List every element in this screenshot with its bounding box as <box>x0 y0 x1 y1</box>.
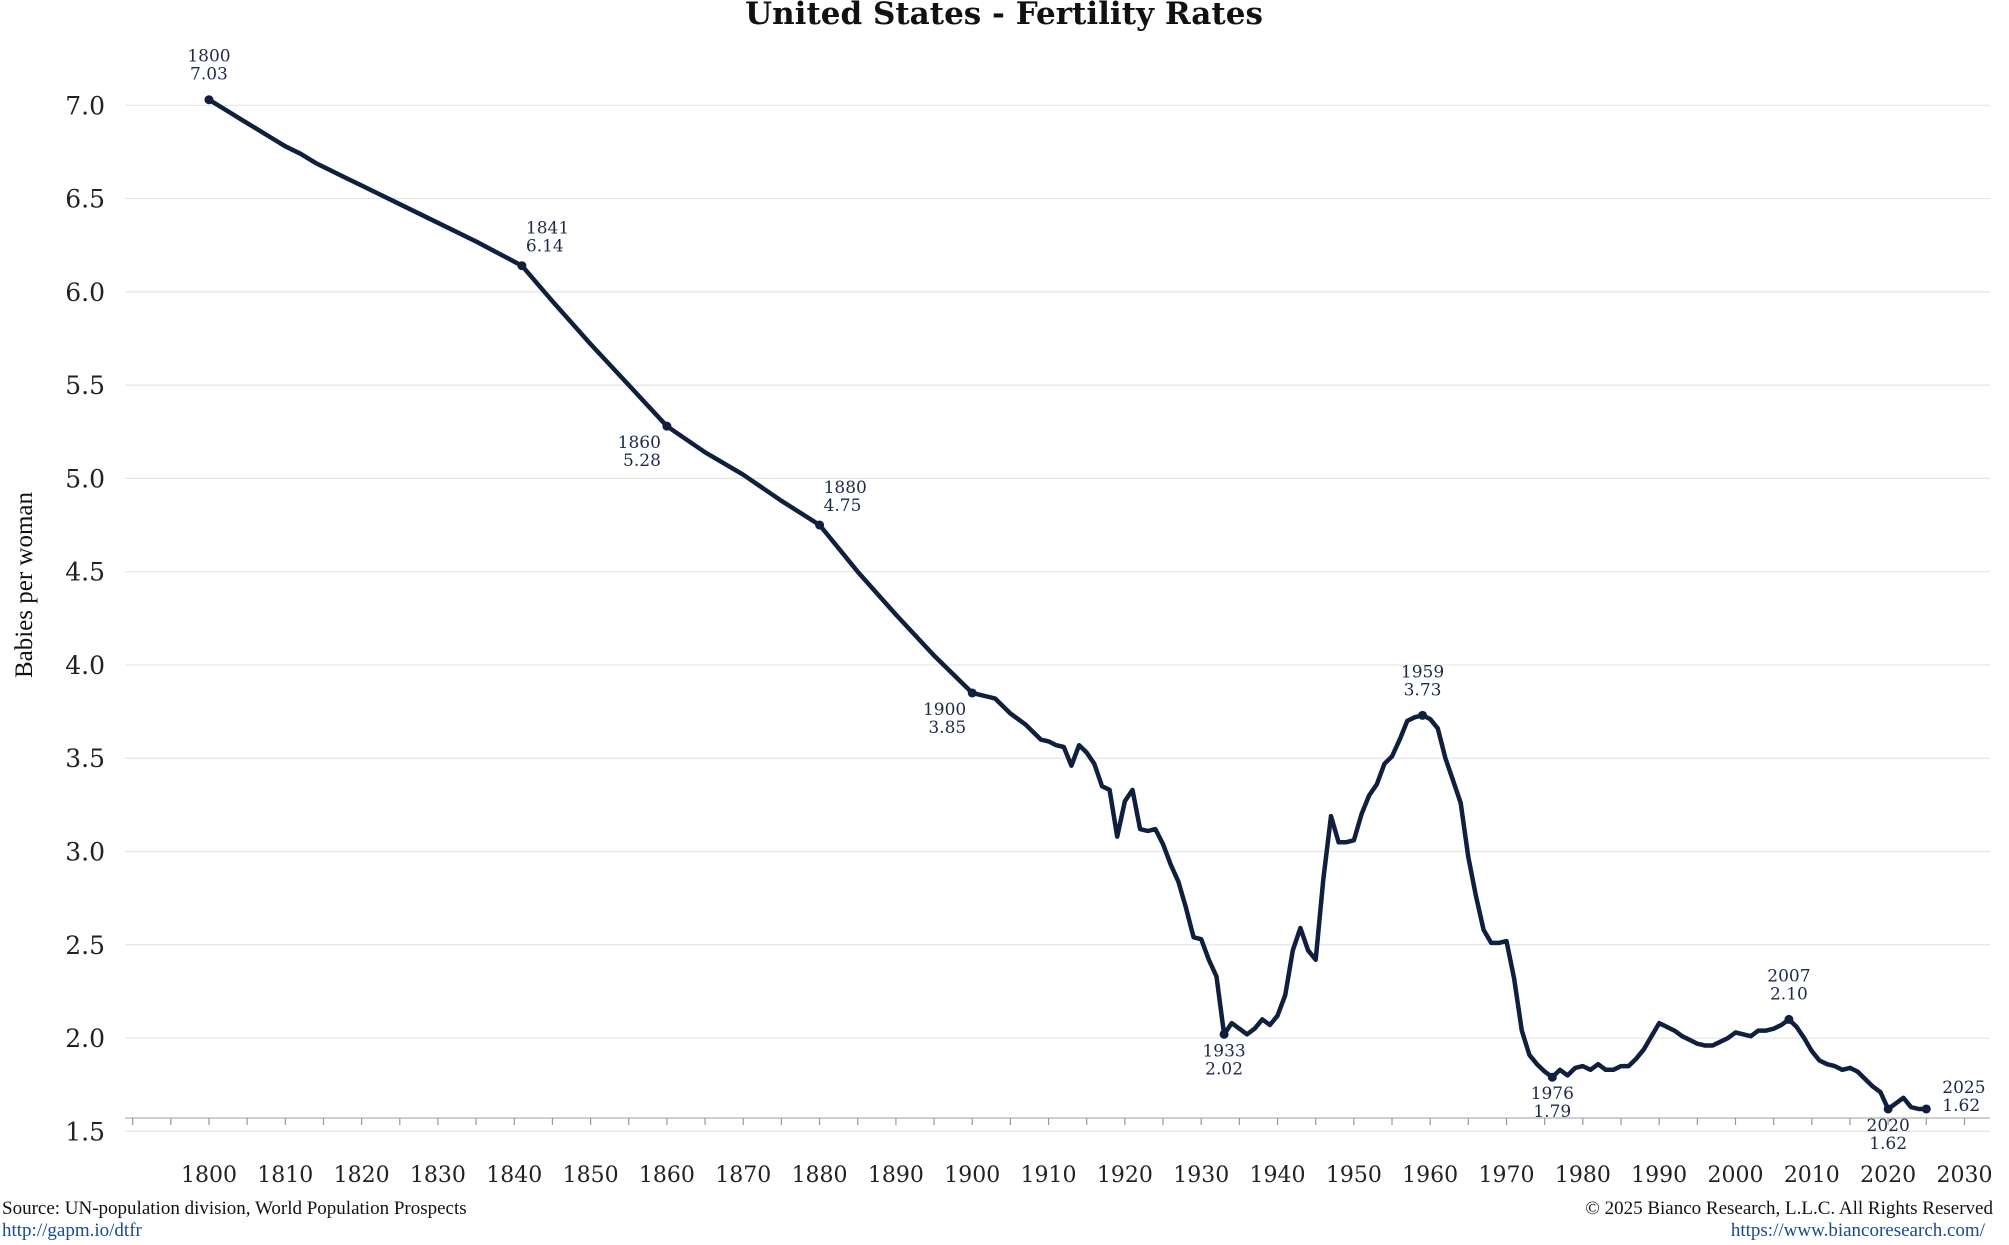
annotation-value: 4.75 <box>824 496 862 516</box>
x-tick-label: 2000 <box>1707 1163 1763 1188</box>
x-tick-label: 1870 <box>715 1163 771 1188</box>
annotation-year: 1860 <box>618 433 661 453</box>
annotation-value: 2.10 <box>1770 984 1808 1004</box>
annotation-year: 2025 <box>1942 1078 1985 1098</box>
fertility-rate-line <box>206 97 1929 1112</box>
y-tick-label: 5.5 <box>65 371 105 400</box>
x-tick-label: 1900 <box>944 1163 1000 1188</box>
gridlines <box>125 104 1990 1132</box>
y-tick-label: 4.5 <box>65 558 105 587</box>
x-tick-label: 1830 <box>410 1163 466 1188</box>
x-tick-label: 1960 <box>1402 1163 1458 1188</box>
annotation-year: 2007 <box>1767 966 1810 986</box>
annotation-year: 1976 <box>1531 1084 1574 1104</box>
source-note: Source: UN-population division, World Po… <box>2 1198 467 1219</box>
x-tick-label: 1980 <box>1555 1163 1611 1188</box>
annotation-year: 1841 <box>526 219 569 239</box>
y-tick-label: 2.0 <box>65 1024 105 1053</box>
y-axis-ticks: 1.5 2.0 2.5 3.0 3.5 4.0 4.5 5.0 5.5 6.0 6.5 7.0 <box>65 91 105 1146</box>
x-tick-label: 1840 <box>486 1163 542 1188</box>
annotation-marker <box>1883 1104 1893 1114</box>
x-tick-label: 1920 <box>1097 1163 1153 1188</box>
x-tick-label: 1850 <box>563 1163 619 1188</box>
x-tick-label: 1910 <box>1021 1163 1077 1188</box>
y-tick-label: 1.5 <box>65 1117 105 1146</box>
annotation-value: 6.14 <box>526 237 564 257</box>
y-tick-label: 7.0 <box>65 91 105 120</box>
y-tick-label: 4.0 <box>65 651 105 680</box>
x-tick-label: 2030 <box>1936 1163 1992 1188</box>
annotation-value: 3.85 <box>928 718 966 738</box>
annotation-value: 3.73 <box>1404 680 1442 700</box>
annotation-marker <box>1418 710 1428 720</box>
x-tick-label: 1970 <box>1479 1163 1535 1188</box>
annotation-marker <box>815 520 825 530</box>
x-tick-label: 1940 <box>1250 1163 1306 1188</box>
x-axis: 1800 1810 1820 1830 1840 1850 1860 1870 1880 1890… <box>125 1117 1992 1188</box>
y-tick-label: 6.0 <box>65 278 105 307</box>
y-tick-label: 6.5 <box>65 185 105 214</box>
annotation-marker <box>1784 1014 1794 1024</box>
x-tick-label: 1930 <box>1173 1163 1229 1188</box>
annotation-marker <box>1219 1029 1229 1039</box>
x-tick-label: 2010 <box>1784 1163 1840 1188</box>
annotation-value: 1.79 <box>1533 1102 1571 1122</box>
x-tick-label: 1990 <box>1631 1163 1687 1188</box>
annotation-year: 1880 <box>824 478 867 498</box>
annotation-marker <box>967 688 977 698</box>
annotation-year: 1933 <box>1202 1041 1245 1061</box>
annotation-year: 1800 <box>187 47 230 67</box>
y-tick-label: 3.0 <box>65 838 105 867</box>
x-tick-label: 1800 <box>181 1163 237 1188</box>
annotation-marker <box>1921 1104 1931 1114</box>
x-tick-label: 1820 <box>334 1163 390 1188</box>
annotation-value: 5.28 <box>623 451 661 471</box>
x-tick-label: 1860 <box>639 1163 695 1188</box>
annotation-marker <box>1547 1072 1557 1082</box>
chart-title: United States - Fertility Rates <box>745 0 1263 32</box>
annotation-marker <box>662 421 672 431</box>
y-tick-label: 2.5 <box>65 931 105 960</box>
y-axis-label: Babies per woman <box>11 491 38 678</box>
annotation-value: 1.62 <box>1942 1096 1980 1116</box>
y-tick-label: 3.5 <box>65 744 105 773</box>
annotation-year: 1959 <box>1401 662 1444 682</box>
x-tick-label: 1880 <box>792 1163 848 1188</box>
x-tick-label: 2020 <box>1860 1163 1916 1188</box>
copyright-note: © 2025 Bianco Research, L.L.C. All Right… <box>1585 1198 1993 1219</box>
annotation-marker <box>204 95 214 105</box>
x-tick-label: 1890 <box>868 1163 924 1188</box>
annotation-value: 7.03 <box>190 65 228 85</box>
source-link[interactable]: http://gapm.io/dtfr <box>2 1220 142 1241</box>
annotation-marker <box>517 261 527 271</box>
annotation-year: 1900 <box>923 700 966 720</box>
annotation-value: 1.62 <box>1869 1134 1907 1154</box>
x-tick-label: 1950 <box>1326 1163 1382 1188</box>
x-tick-label: 1810 <box>257 1163 313 1188</box>
annotation-value: 2.02 <box>1205 1059 1243 1079</box>
y-tick-label: 5.0 <box>65 464 105 493</box>
website-link[interactable]: https://www.biancoresearch.com/ <box>1730 1220 1985 1241</box>
annotation-year: 2020 <box>1867 1116 1910 1136</box>
